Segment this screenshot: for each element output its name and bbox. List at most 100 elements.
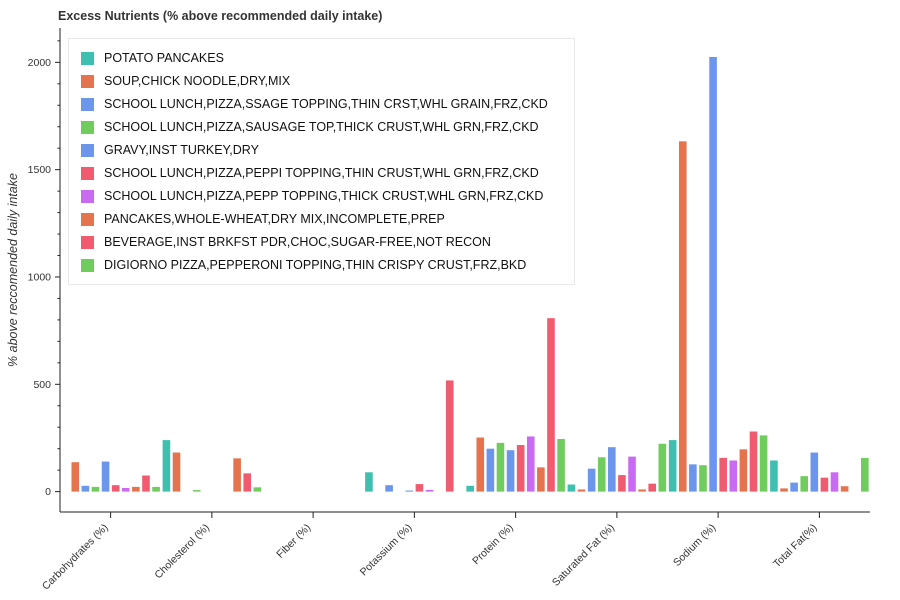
bar <box>101 461 110 492</box>
bar <box>790 482 798 492</box>
chart-title: Excess Nutrients (% above recommended da… <box>58 9 383 23</box>
legend-swatch <box>81 120 94 134</box>
legend-label: SOUP,CHICK NOODLE,DRY,MIX <box>104 74 291 88</box>
bar <box>820 477 829 492</box>
bar <box>719 457 727 492</box>
bar <box>628 456 636 492</box>
bar <box>81 485 90 492</box>
bar <box>425 489 434 492</box>
legend-item: PANCAKES,WHOLE-WHEAT,DRY MIX,INCOMPLETE,… <box>81 210 445 228</box>
x-tick-label: Protein (%) <box>470 522 516 568</box>
bars-layer <box>71 56 869 492</box>
bar <box>608 447 616 492</box>
legend-swatch <box>81 189 94 203</box>
bar <box>162 440 171 492</box>
bar <box>780 488 788 492</box>
bar <box>648 483 657 492</box>
x-tick-label: Total Fat(%) <box>771 522 820 571</box>
bar <box>678 141 687 492</box>
y-axis-title: % above reccomended daily intake <box>6 173 20 367</box>
legend-label: SCHOOL LUNCH,PIZZA,SSAGE TOPPING,THIN CR… <box>104 97 548 111</box>
bar <box>759 435 768 492</box>
legend-swatch <box>81 74 94 88</box>
y-tick-label: 0 <box>45 486 51 498</box>
legend-label: POTATO PANCAKES <box>104 51 224 65</box>
bar <box>506 450 515 492</box>
bar <box>415 484 424 492</box>
bar <box>577 489 586 492</box>
bar <box>830 472 839 492</box>
bar <box>516 445 525 492</box>
bar <box>152 486 160 492</box>
bar <box>233 458 241 492</box>
bar <box>365 472 373 492</box>
bar <box>486 448 495 492</box>
bar <box>689 464 697 492</box>
bar <box>496 442 505 492</box>
legend-label: BEVERAGE,INST BRKFST PDR,CHOC,SUGAR-FREE… <box>104 235 491 249</box>
bar <box>557 439 565 492</box>
bar <box>861 457 869 492</box>
x-tick-label: Sodium (%) <box>671 522 718 569</box>
legend-item: BEVERAGE,INST BRKFST PDR,CHOC,SUGAR-FREE… <box>81 233 491 251</box>
y-tick-label: 2000 <box>28 57 52 69</box>
bar <box>739 449 748 492</box>
y-tick-label: 500 <box>33 379 51 391</box>
x-ticks: Carbohydrates (%) Cholesterol (%) Fiber (%… <box>40 512 820 592</box>
x-tick-label: Saturated Fat (%) <box>550 522 617 589</box>
legend-item: DIGIORNO PIZZA,PEPPERONI TOPPING,THIN CR… <box>81 256 526 274</box>
bar <box>537 467 545 492</box>
bar <box>547 318 555 492</box>
legend-item: POTATO PANCAKES <box>81 49 224 67</box>
bar <box>638 489 646 492</box>
bar <box>71 462 80 492</box>
legend-swatch <box>81 235 94 249</box>
legend-item: SCHOOL LUNCH,PIZZA,SSAGE TOPPING,THIN CR… <box>81 95 548 113</box>
x-tick-label: Carbohydrates (%) <box>40 522 111 593</box>
bar <box>618 475 626 492</box>
bar <box>253 487 262 492</box>
bar <box>132 486 140 492</box>
bar <box>142 475 150 492</box>
bar <box>243 473 252 492</box>
bar <box>91 486 100 492</box>
bar <box>597 457 606 492</box>
bar <box>749 431 758 492</box>
y-ticks: 0 500 1000 1500 2000 <box>28 40 60 498</box>
bar <box>729 460 738 492</box>
bar <box>111 485 120 492</box>
legend-swatch <box>81 143 94 157</box>
x-tick-label: Fiber (%) <box>274 522 313 561</box>
bar <box>800 476 809 492</box>
legend-item: SCHOOL LUNCH,PIZZA,SAUSAGE TOP,THICK CRU… <box>81 118 539 136</box>
bar <box>121 487 130 492</box>
legend-swatch <box>81 51 94 65</box>
legend-item: SCHOOL LUNCH,PIZZA,PEPP TOPPING,THICK CR… <box>81 187 543 205</box>
bar <box>445 380 454 492</box>
bar <box>709 56 717 492</box>
legend-item: SOUP,CHICK NOODLE,DRY,MIX <box>81 72 290 90</box>
bar <box>770 460 778 492</box>
legend-swatch <box>81 166 94 180</box>
bar <box>587 468 596 492</box>
legend-label: GRAVY,INST TURKEY,DRY <box>104 143 259 157</box>
bar <box>405 490 414 492</box>
legend-item: SCHOOL LUNCH,PIZZA,PEPPI TOPPING,THIN CR… <box>81 164 539 182</box>
legend-swatch <box>81 97 94 111</box>
bar <box>172 452 181 492</box>
bar <box>567 484 576 492</box>
bar <box>668 440 677 492</box>
bar <box>192 490 201 492</box>
legend-label: SCHOOL LUNCH,PIZZA,PEPP TOPPING,THICK CR… <box>104 189 544 203</box>
bar <box>476 437 485 492</box>
x-tick-label: Cholesterol (%) <box>152 522 212 582</box>
legend-label: DIGIORNO PIZZA,PEPPERONI TOPPING,THIN CR… <box>104 258 527 272</box>
bar <box>385 485 393 492</box>
legend-item: GRAVY,INST TURKEY,DRY <box>81 141 259 159</box>
legend: POTATO PANCAKES SOUP,CHICK NOODLE,DRY,MIX… <box>68 38 575 285</box>
legend-label: PANCAKES,WHOLE-WHEAT,DRY MIX,INCOMPLETE,… <box>104 212 445 226</box>
bar <box>840 486 849 492</box>
legend-label: SCHOOL LUNCH,PIZZA,SAUSAGE TOP,THICK CRU… <box>104 120 539 134</box>
bar <box>699 465 707 492</box>
